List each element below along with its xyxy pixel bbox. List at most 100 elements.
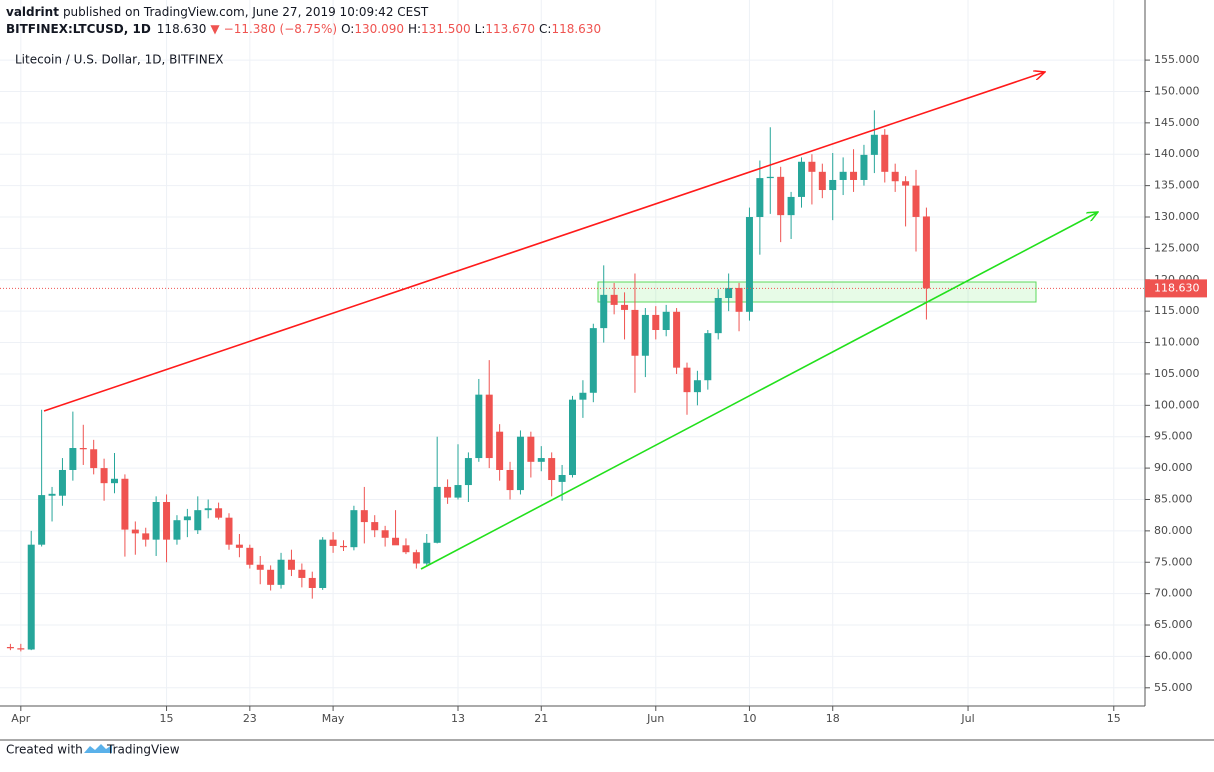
candle-body [131, 529, 139, 534]
candle-body [631, 309, 639, 356]
candle-body [235, 544, 243, 548]
x-tick-label: 13 [451, 712, 465, 725]
x-tick-label: 15 [160, 712, 174, 725]
candle-body [475, 394, 483, 459]
candle-body [381, 530, 389, 538]
candle-body [902, 181, 910, 186]
resistance-trendline [43, 72, 1045, 412]
y-tick-label: 145.000 [1154, 116, 1200, 129]
candle-body [725, 287, 733, 298]
footer-created: Created with [6, 743, 83, 757]
candle-body [340, 545, 347, 548]
candle-body [704, 333, 712, 381]
arrow: ▼ [210, 22, 220, 36]
candle-body [464, 458, 472, 486]
candle-body [569, 399, 576, 476]
x-tick-label: Jun [646, 712, 664, 725]
x-tick-label: Apr [11, 712, 31, 725]
logo [84, 744, 112, 753]
ohlc-value: 131.500 [421, 22, 471, 36]
candle-body [621, 304, 629, 310]
candle-body [527, 436, 535, 462]
candle-body [17, 648, 25, 650]
x-tick-label: 18 [826, 712, 840, 725]
candle-body [6, 646, 14, 649]
candle-body [329, 539, 337, 546]
ohlc-key: H: [408, 22, 421, 36]
y-tick-label: 100.000 [1154, 398, 1200, 411]
last-price-label: 118.630 [1154, 281, 1200, 294]
candle-body [756, 178, 764, 218]
y-tick-label: 65.000 [1154, 618, 1193, 631]
last-price-tag [1145, 279, 1207, 298]
candle-body [662, 311, 670, 331]
ohlc-value: 113.670 [485, 22, 535, 36]
y-tick-label: 110.000 [1154, 336, 1200, 349]
candle-body [173, 520, 181, 540]
candle-body [412, 552, 420, 564]
candle-body [714, 297, 722, 334]
candle-body [444, 486, 452, 498]
y-tick-label: 75.000 [1154, 555, 1193, 568]
candle-body [308, 577, 316, 588]
ohlc-key: L: [475, 22, 486, 36]
candle-body [69, 448, 77, 470]
x-tick-label: 21 [534, 712, 548, 725]
y-tick-label: 130.000 [1154, 210, 1200, 223]
candle-body [516, 436, 524, 491]
candle-body [90, 449, 98, 469]
footer-brand: TradingView [106, 743, 180, 757]
candle-body [798, 161, 805, 197]
candle-body [163, 501, 171, 540]
candle-body [246, 547, 254, 565]
candle-body [58, 469, 66, 496]
grid [0, 0, 1145, 706]
candle-body [111, 478, 118, 484]
candle-body [870, 134, 878, 155]
candle-body [808, 161, 816, 172]
author: valdrint [6, 5, 59, 19]
y-tick-label: 90.000 [1154, 461, 1193, 474]
ohlc: O:130.090 H:131.500 L:113.670 C:118.630 [341, 22, 601, 36]
candle-body [183, 516, 191, 521]
y-tick-label: 155.000 [1154, 53, 1200, 66]
published: published on TradingView.com, June 27, 2… [63, 5, 429, 19]
symbol: BITFINEX:LTCUSD, 1D [6, 22, 151, 36]
last: 118.630 [157, 22, 207, 36]
chart-title: Litecoin / U.S. Dollar, 1D, BITFINEX [15, 53, 224, 67]
candle-body [818, 171, 826, 191]
candle-body [735, 287, 743, 312]
y-tick-label: 85.000 [1154, 492, 1193, 505]
ohlc-key: C: [539, 22, 551, 36]
candle-body [891, 171, 899, 182]
candle-body [579, 392, 587, 400]
candle-body [922, 216, 930, 289]
candle-body [506, 469, 514, 491]
candle-body [610, 294, 618, 305]
y-tick-label: 140.000 [1154, 147, 1200, 160]
candle-body [548, 458, 556, 481]
candle-body [600, 294, 608, 329]
candle-body [683, 367, 691, 393]
candle-body [38, 495, 46, 545]
candle-body [267, 569, 275, 585]
candle-body [850, 171, 858, 180]
candle-body [423, 542, 431, 564]
candle-body [745, 217, 753, 312]
candle-body [589, 328, 597, 393]
candle-body [48, 493, 56, 496]
candle-body [402, 545, 410, 553]
candle-body [454, 485, 462, 498]
candle-body [485, 394, 493, 459]
candle-body [537, 458, 545, 462]
y-tick-label: 125.000 [1154, 241, 1200, 254]
x-tick-label: May [322, 712, 345, 725]
candle-body [215, 508, 223, 518]
candle-body [912, 185, 920, 217]
x-tick-label: Jul [960, 712, 974, 725]
candle-body [256, 564, 264, 570]
candle-body [881, 134, 889, 172]
y-tick-label: 150.000 [1154, 84, 1200, 97]
candle-body [860, 154, 868, 180]
